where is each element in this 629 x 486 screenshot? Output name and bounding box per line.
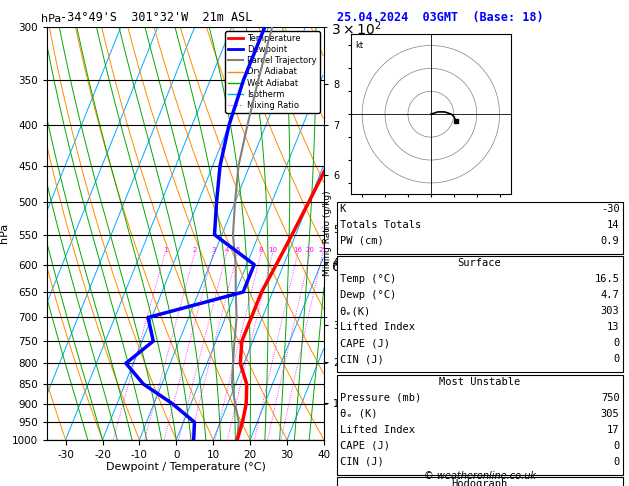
Text: Hodograph: Hodograph	[452, 479, 508, 486]
Text: 13: 13	[607, 322, 620, 332]
Text: kt: kt	[355, 41, 364, 50]
Text: 2: 2	[192, 247, 197, 253]
Text: θₑ(K): θₑ(K)	[340, 306, 371, 316]
Text: -34°49'S  301°32'W  21m ASL: -34°49'S 301°32'W 21m ASL	[60, 11, 252, 24]
Text: Totals Totals: Totals Totals	[340, 220, 421, 230]
Text: 0: 0	[613, 441, 620, 451]
Text: 8: 8	[259, 247, 264, 253]
Text: Lifted Index: Lifted Index	[340, 322, 415, 332]
Text: 25: 25	[318, 247, 327, 253]
Text: Temp (°C): Temp (°C)	[340, 274, 396, 284]
Text: 5: 5	[235, 247, 240, 253]
Text: PW (cm): PW (cm)	[340, 236, 384, 246]
Text: hPa: hPa	[41, 14, 61, 24]
Text: K: K	[340, 204, 346, 214]
Text: CAPE (J): CAPE (J)	[340, 441, 389, 451]
Text: Most Unstable: Most Unstable	[439, 377, 520, 387]
Y-axis label: km
ASL: km ASL	[390, 212, 408, 233]
Text: 303: 303	[601, 306, 620, 316]
Text: 0: 0	[613, 338, 620, 348]
Y-axis label: hPa: hPa	[0, 223, 9, 243]
Text: 10: 10	[268, 247, 277, 253]
Text: Dewp (°C): Dewp (°C)	[340, 290, 396, 300]
Text: 4: 4	[225, 247, 229, 253]
Text: 305: 305	[601, 409, 620, 419]
Text: CAPE (J): CAPE (J)	[340, 338, 389, 348]
Legend: Temperature, Dewpoint, Parcel Trajectory, Dry Adiabat, Wet Adiabat, Isotherm, Mi: Temperature, Dewpoint, Parcel Trajectory…	[225, 31, 320, 113]
X-axis label: Dewpoint / Temperature (°C): Dewpoint / Temperature (°C)	[106, 462, 265, 472]
Text: 1: 1	[163, 247, 167, 253]
Text: CIN (J): CIN (J)	[340, 354, 384, 364]
Text: Lifted Index: Lifted Index	[340, 425, 415, 435]
Text: θₑ (K): θₑ (K)	[340, 409, 377, 419]
Text: 25.04.2024  03GMT  (Base: 18): 25.04.2024 03GMT (Base: 18)	[337, 11, 543, 24]
Text: 0: 0	[613, 354, 620, 364]
Text: 0: 0	[613, 457, 620, 467]
Text: Pressure (mb): Pressure (mb)	[340, 393, 421, 403]
Text: -30: -30	[601, 204, 620, 214]
Text: 20: 20	[306, 247, 314, 253]
Text: 3: 3	[211, 247, 215, 253]
Text: Surface: Surface	[458, 258, 501, 268]
Text: Mixing Ratio (g/kg): Mixing Ratio (g/kg)	[323, 191, 331, 276]
Text: 4.7: 4.7	[601, 290, 620, 300]
Text: 0.9: 0.9	[601, 236, 620, 246]
Text: 750: 750	[601, 393, 620, 403]
Text: © weatheronline.co.uk: © weatheronline.co.uk	[423, 471, 536, 481]
Text: 16.5: 16.5	[594, 274, 620, 284]
Text: 14: 14	[607, 220, 620, 230]
Text: 16: 16	[293, 247, 303, 253]
Text: 17: 17	[607, 425, 620, 435]
Text: CIN (J): CIN (J)	[340, 457, 384, 467]
